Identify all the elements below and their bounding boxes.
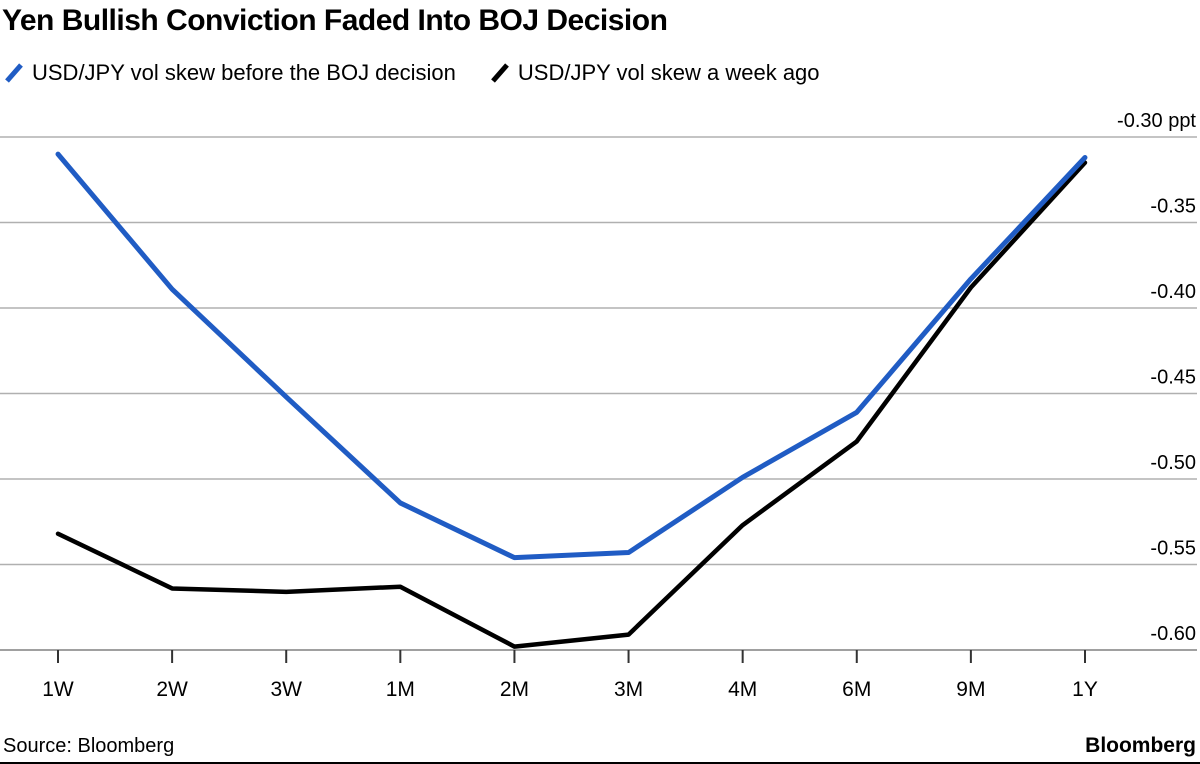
chart-footer: Source: Bloomberg Bloomberg: [0, 734, 1200, 758]
y-axis-label: -0.30 ppt: [1117, 110, 1196, 132]
slash-line-marker-icon: [491, 63, 509, 83]
x-axis-label: 3M: [614, 678, 643, 701]
y-axis-label: -0.35: [1150, 196, 1196, 218]
y-axis-label: -0.45: [1150, 367, 1196, 389]
legend-label-before-boj: USD/JPY vol skew before the BOJ decision: [32, 60, 456, 85]
y-axis-label: -0.40: [1150, 281, 1196, 303]
series-line-week-ago: [55, 160, 1088, 649]
legend-item-before-boj: USD/JPY vol skew before the BOJ decision: [4, 60, 456, 86]
series-line-before-boj-decision: [55, 151, 1088, 561]
line-chart-plot-area: -0.30 ppt -0.35 -0.40 -0.45 -0.50 -0.55 -0.60 1…: [0, 110, 1197, 701]
x-axis-label: 3W: [270, 678, 302, 701]
x-axis-label: 1Y: [1072, 678, 1098, 701]
legend-label-week-ago: USD/JPY vol skew a week ago: [517, 60, 820, 85]
x-axis-label: 2W: [156, 678, 188, 701]
slash-line-marker-icon: [5, 63, 23, 83]
legend-item-week-ago: USD/JPY vol skew a week ago: [490, 60, 820, 86]
x-axis-label: 1W: [42, 678, 74, 701]
x-axis-label: 9M: [956, 678, 985, 701]
x-axis-label: 1M: [386, 678, 415, 701]
source-credit: Source: Bloomberg: [3, 735, 175, 757]
bottom-divider: [0, 762, 1200, 764]
y-axis-label: -0.50: [1150, 452, 1196, 474]
x-axis-label: 4M: [728, 678, 757, 701]
chart-title: Yen Bullish Conviction Faded Into BOJ De…: [2, 4, 668, 37]
legend: USD/JPY vol skew before the BOJ decision…: [4, 60, 820, 86]
y-axis-label: -0.55: [1150, 538, 1196, 560]
x-axis-label: 6M: [842, 678, 871, 701]
bloomberg-logo: Bloomberg: [1085, 734, 1196, 757]
y-axis-label: -0.60: [1150, 623, 1196, 645]
x-axis-label: 2M: [500, 678, 529, 701]
